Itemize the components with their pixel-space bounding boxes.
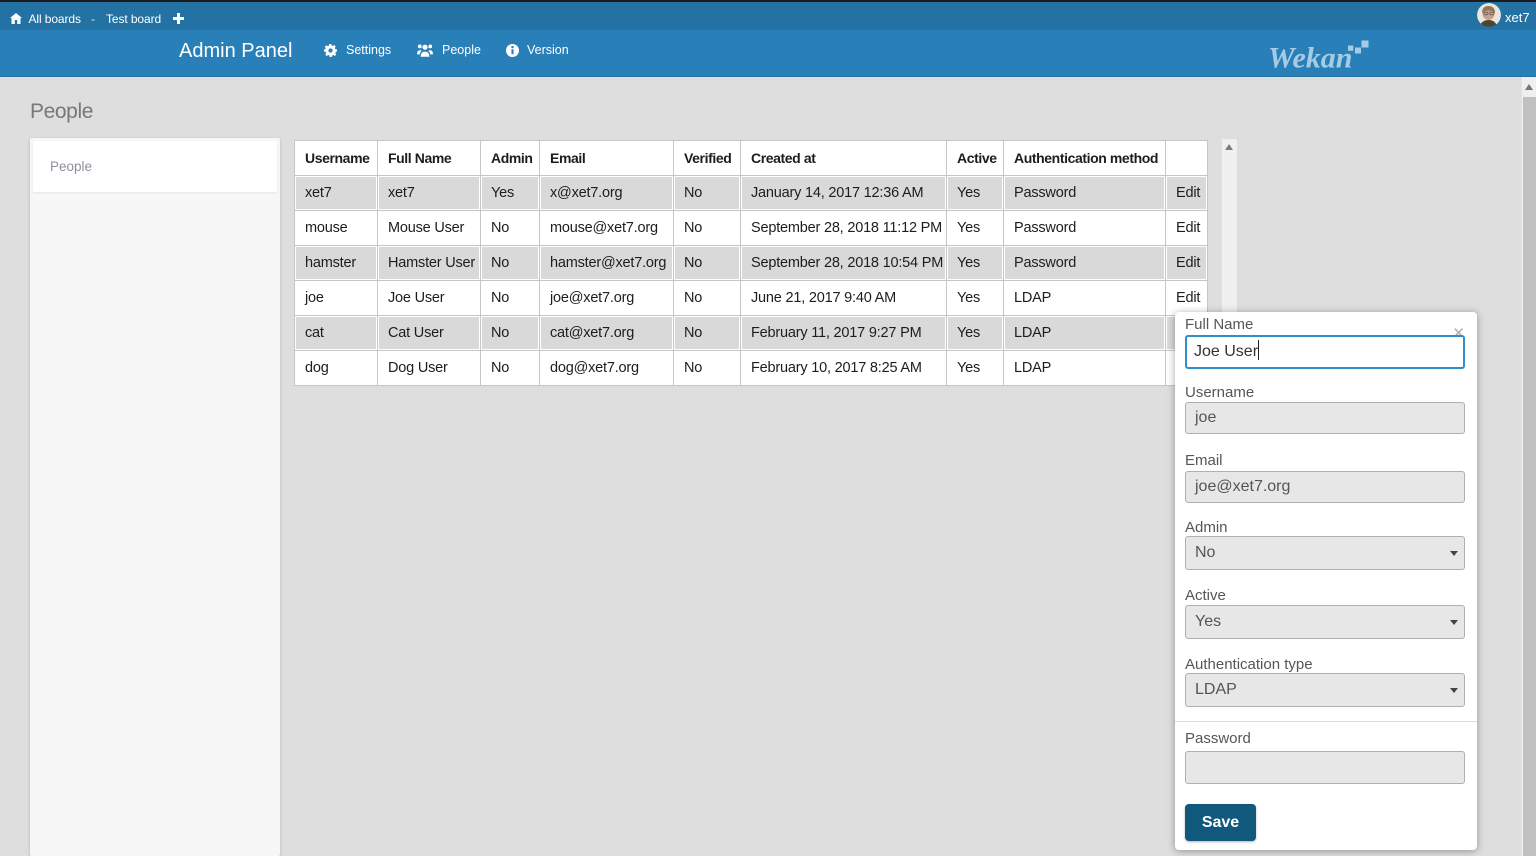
svg-text:Wekan: Wekan <box>1268 41 1352 74</box>
